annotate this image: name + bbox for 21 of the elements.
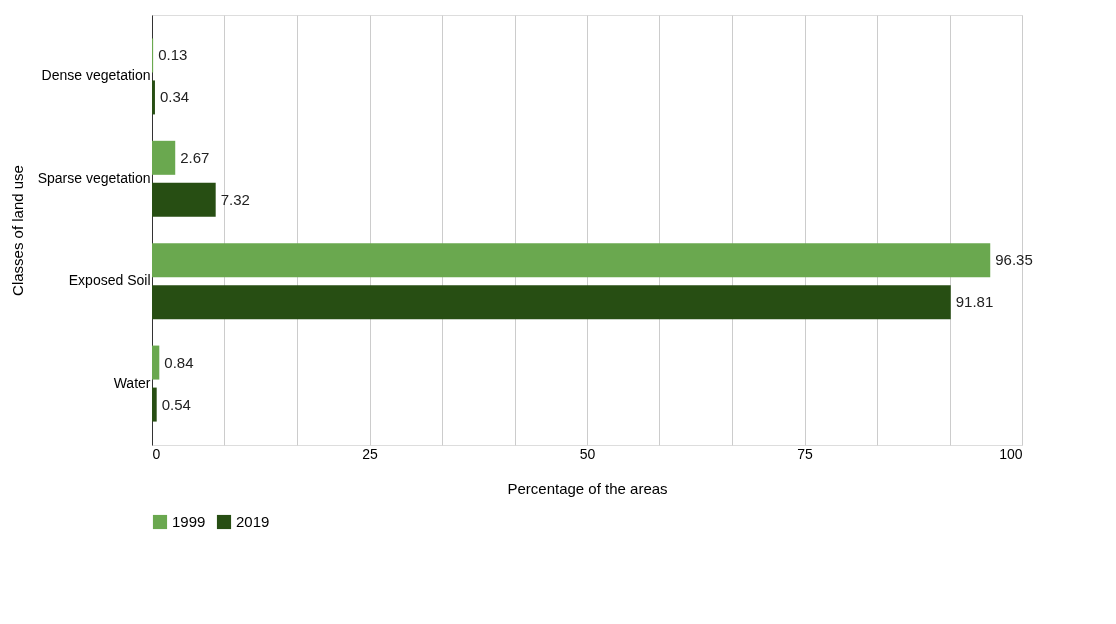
x-tick-label: 75 <box>797 445 813 462</box>
data-label: 2.67 <box>180 148 210 166</box>
data-label: 0.34 <box>159 88 190 106</box>
data-label: 7.32 <box>220 190 250 208</box>
y-axis-title: Classes of land use <box>8 165 26 296</box>
x-tick-label: 100 <box>999 445 1023 462</box>
x-tick-label: 25 <box>362 445 378 462</box>
data-label: 0.13 <box>158 46 188 64</box>
x-tick-label: 0 <box>152 445 161 462</box>
legend-label: 2019 <box>236 513 270 530</box>
y-tick-label: Sparse vegetation <box>37 169 151 186</box>
x-axis-title: Percentage of the areas <box>507 479 668 497</box>
y-tick-label: Exposed Soil <box>68 272 151 289</box>
x-tick-label: 50 <box>579 445 596 462</box>
data-label: 91.81 <box>955 293 994 311</box>
legend-label: 1999 <box>172 513 206 530</box>
y-tick-label: Water <box>113 374 151 391</box>
data-label: 0.84 <box>164 353 194 371</box>
data-label: 0.54 <box>161 395 191 413</box>
data-label: 96.35 <box>995 251 1033 269</box>
y-tick-label: Dense vegetation <box>41 67 151 84</box>
